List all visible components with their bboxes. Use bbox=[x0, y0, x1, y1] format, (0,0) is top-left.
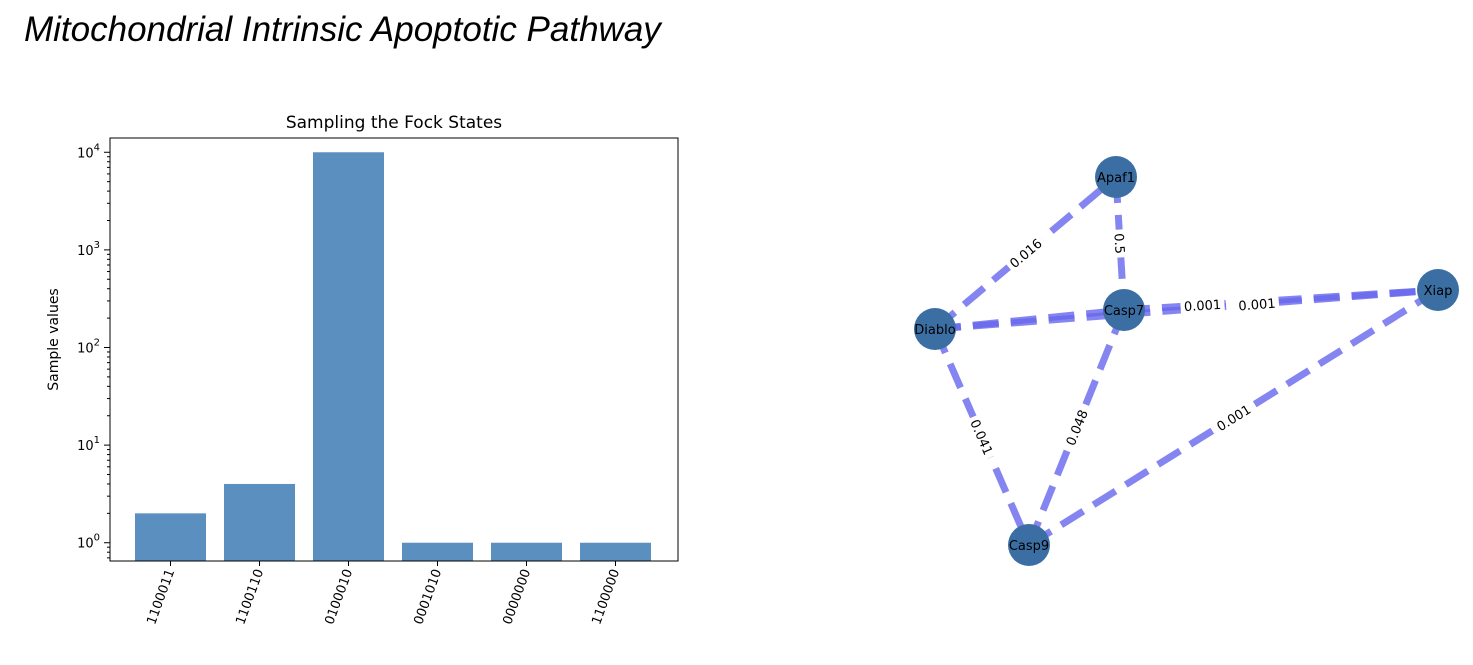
x-tick-label: 1100110 bbox=[233, 567, 267, 627]
bar-0001010 bbox=[402, 542, 473, 561]
bar-1100011 bbox=[135, 513, 206, 561]
node-label-apaf1: Apaf1 bbox=[1097, 171, 1135, 186]
bars bbox=[135, 152, 651, 561]
y-tick-label: 100 bbox=[77, 533, 100, 552]
node-label-diablo: Diablo bbox=[914, 323, 955, 338]
node-labels: Apaf1 Casp7 Diablo Xiap Casp9 bbox=[914, 171, 1452, 554]
network-graph: Apaf1 Casp7 Diablo Xiap Casp9 0.016 0.5 0.001 0… bbox=[914, 156, 1459, 566]
edge-label: 0.001 bbox=[1210, 398, 1257, 437]
y-axis-title: Sample values bbox=[46, 288, 62, 390]
chart-title: Sampling the Fock States bbox=[286, 113, 502, 133]
edge-label: 0.041 bbox=[964, 413, 1000, 461]
node-apaf1 bbox=[1095, 156, 1137, 198]
bar-0000000 bbox=[491, 542, 562, 561]
y-tick-label: 101 bbox=[77, 435, 100, 454]
edge-label-text: 0.5 bbox=[1110, 233, 1126, 255]
page-title: Mitochondrial Intrinsic Apoptotic Pathwa… bbox=[24, 10, 661, 49]
edge-label-bg bbox=[1059, 403, 1094, 452]
bar-0100010 bbox=[313, 152, 384, 561]
x-tick-label: 0000000 bbox=[500, 567, 534, 627]
y-tick-label: 104 bbox=[77, 142, 100, 161]
edge-label-bg bbox=[1110, 228, 1130, 259]
edge-label: 0.016 bbox=[1002, 231, 1049, 275]
bar-1100110 bbox=[224, 483, 295, 561]
node-label-xiap: Xiap bbox=[1424, 284, 1453, 299]
node-diablo bbox=[914, 308, 956, 350]
edges bbox=[931, 174, 1440, 548]
edge-label-text: 0.001 bbox=[1238, 297, 1276, 315]
y-axis: 100 101 102 103 104 bbox=[77, 142, 110, 559]
edge-label-bg bbox=[1210, 398, 1257, 437]
node-xiap bbox=[1417, 269, 1459, 311]
node-label-casp9: Casp9 bbox=[1009, 539, 1049, 554]
node-casp7 bbox=[1103, 289, 1145, 331]
edge-label-bg bbox=[1002, 231, 1049, 275]
node-label-casp7: Casp7 bbox=[1104, 304, 1144, 319]
edge-label: 0.001 bbox=[1179, 294, 1226, 316]
plot-frame bbox=[109, 137, 679, 562]
edge-label: 0.001 bbox=[1234, 293, 1280, 315]
node-casp9 bbox=[1008, 524, 1050, 566]
bar-chart: Sampling the Fock States Sample values 1… bbox=[46, 113, 679, 627]
x-tick-label: 1100011 bbox=[144, 567, 178, 627]
edge-label: 0.5 bbox=[1110, 228, 1130, 259]
x-tick-label: 1100000 bbox=[589, 567, 623, 627]
x-tick-label: 0001010 bbox=[411, 567, 445, 627]
x-tick-label: 0100010 bbox=[322, 567, 356, 627]
edge-apaf1-casp7 bbox=[1112, 176, 1128, 311]
edge-label-bg bbox=[964, 413, 1000, 461]
y-tick-label: 103 bbox=[77, 240, 100, 259]
bar-1100000 bbox=[580, 542, 651, 561]
edge-label-bg bbox=[1179, 294, 1226, 316]
edge-label: 0.048 bbox=[1059, 403, 1094, 452]
nodes bbox=[914, 156, 1459, 566]
x-axis: 1100011 1100110 0100010 0001010 0000000 11000… bbox=[144, 561, 623, 627]
y-tick-label: 102 bbox=[77, 338, 100, 357]
edge-label-text: 0.001 bbox=[1184, 298, 1222, 315]
edge-label-bg bbox=[1234, 293, 1280, 315]
